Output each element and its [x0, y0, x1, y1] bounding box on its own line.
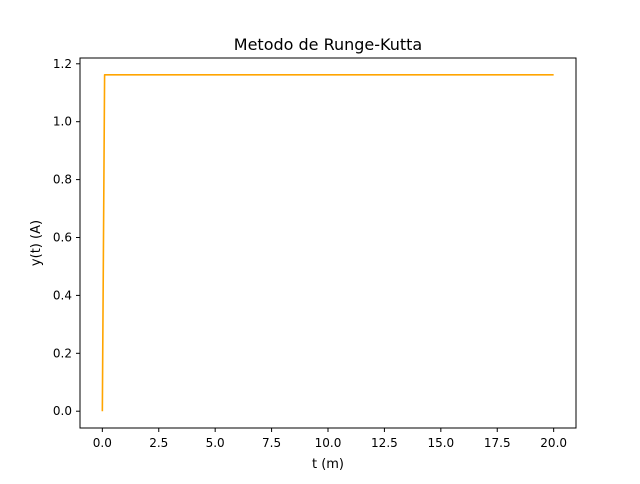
chart-title: Metodo de Runge-Kutta [234, 35, 422, 54]
y-tick-label: 0.0 [53, 404, 72, 418]
series-line-0 [101, 73, 554, 412]
axes-frame [79, 57, 577, 429]
x-tick-label: 12.5 [371, 436, 398, 450]
x-tick-label: 10.0 [315, 436, 342, 450]
y-tick-label: 0.2 [53, 346, 72, 360]
x-tick-label: 2.5 [149, 436, 168, 450]
x-tick-label: 15.0 [427, 436, 454, 450]
y-tick-label: 1.2 [53, 57, 72, 71]
x-tick-label: 7.5 [262, 436, 281, 450]
y-tick-label: 0.8 [53, 173, 72, 187]
y-tick-label: 0.6 [53, 230, 72, 244]
x-axis-label: t (m) [312, 457, 344, 472]
x-axis-ticks: 0.0 2.5 5.0 7.5 10.0 12.5 15.0 17.5 20.0 [93, 428, 567, 450]
y-tick-label: 0.4 [53, 288, 72, 302]
x-tick-label: 17.5 [484, 436, 511, 450]
x-tick-label: 20.0 [540, 436, 567, 450]
x-tick-label: 0.0 [93, 436, 112, 450]
y-axis-ticks: 0.0 0.2 0.4 0.6 0.8 1.0 1.2 [53, 57, 80, 418]
x-tick-label: 5.0 [206, 436, 225, 450]
y-tick-label: 1.0 [53, 115, 72, 129]
y-axis-label: y(t) (A) [29, 220, 44, 266]
plot-area [101, 73, 554, 412]
